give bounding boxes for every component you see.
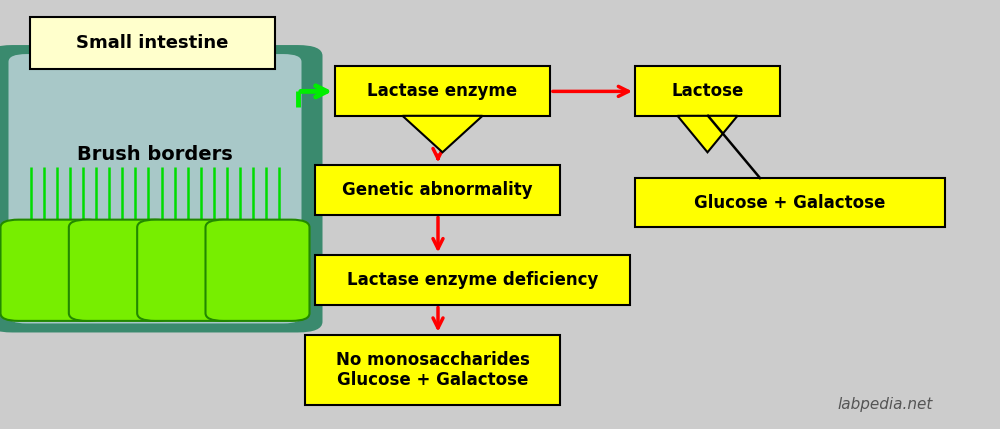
FancyBboxPatch shape [69,220,173,321]
FancyBboxPatch shape [335,66,550,116]
FancyBboxPatch shape [315,165,560,214]
Text: Small intestine: Small intestine [76,34,229,52]
Polygon shape [678,116,738,152]
FancyBboxPatch shape [0,45,322,332]
FancyBboxPatch shape [9,54,301,323]
FancyBboxPatch shape [30,17,275,69]
FancyBboxPatch shape [206,220,310,321]
Text: Brush borders: Brush borders [77,145,233,164]
FancyBboxPatch shape [1,220,105,321]
FancyBboxPatch shape [305,335,560,405]
FancyBboxPatch shape [137,220,241,321]
FancyBboxPatch shape [315,255,630,305]
Text: Lactose: Lactose [671,82,744,100]
Text: Lactase enzyme deficiency: Lactase enzyme deficiency [347,271,598,289]
Polygon shape [402,116,482,152]
Text: Genetic abnormality: Genetic abnormality [342,181,533,199]
Text: Glucose + Galactose: Glucose + Galactose [694,194,886,211]
Text: No monosaccharides
Glucose + Galactose: No monosaccharides Glucose + Galactose [336,350,529,390]
FancyBboxPatch shape [635,178,945,227]
Text: Lactase enzyme: Lactase enzyme [367,82,518,100]
Text: labpedia.net: labpedia.net [837,397,933,412]
FancyBboxPatch shape [635,66,780,116]
